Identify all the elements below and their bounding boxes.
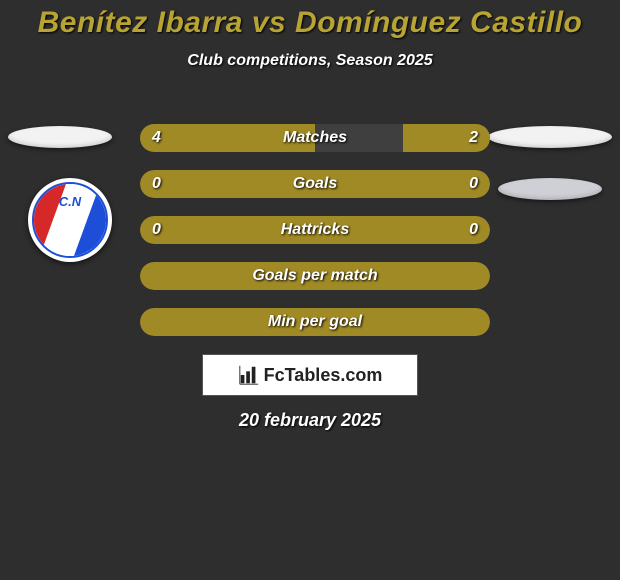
stat-value-left: 0 (152, 170, 161, 198)
club-badge-svg: C.N (28, 178, 112, 262)
stat-value-left: 4 (152, 124, 161, 152)
stat-row-label: Matches (140, 124, 490, 152)
decorative-oval-0 (8, 126, 112, 148)
comparison-title: Benítez Ibarra vs Domínguez Castillo (0, 0, 620, 40)
stat-row: Goals per match (140, 262, 490, 290)
stat-row: Matches4 2 (140, 124, 490, 152)
fctables-logo-text: FcTables.com (264, 365, 383, 386)
stat-rows-container: Matches42Goals00Hattricks00Goals per mat… (140, 124, 490, 354)
stat-value-right: 0 (469, 170, 478, 198)
stat-row-label: Goals (140, 170, 490, 198)
stat-row: Min per goal (140, 308, 490, 336)
stat-value-right: 2 (469, 124, 478, 152)
stat-value-right: 0 (469, 216, 478, 244)
comparison-subtitle: Club competitions, Season 2025 (0, 52, 620, 70)
stat-value-left: 0 (152, 216, 161, 244)
bar-chart-icon (238, 364, 260, 386)
fctables-logo-box: FcTables.com (202, 354, 418, 396)
club-badge: C.N (28, 178, 112, 262)
comparison-date: 20 february 2025 (0, 410, 620, 431)
stat-row: Goals0 0 (140, 170, 490, 198)
decorative-oval-1 (488, 126, 612, 148)
stat-row: Hattricks0 0 (140, 216, 490, 244)
stat-row-label: Hattricks (140, 216, 490, 244)
club-badge-initials: C.N (59, 194, 82, 209)
stat-row-label: Min per goal (140, 308, 490, 336)
stat-row-label: Goals per match (140, 262, 490, 290)
decorative-oval-2 (498, 178, 602, 200)
fctables-logo: FcTables.com (238, 364, 383, 386)
